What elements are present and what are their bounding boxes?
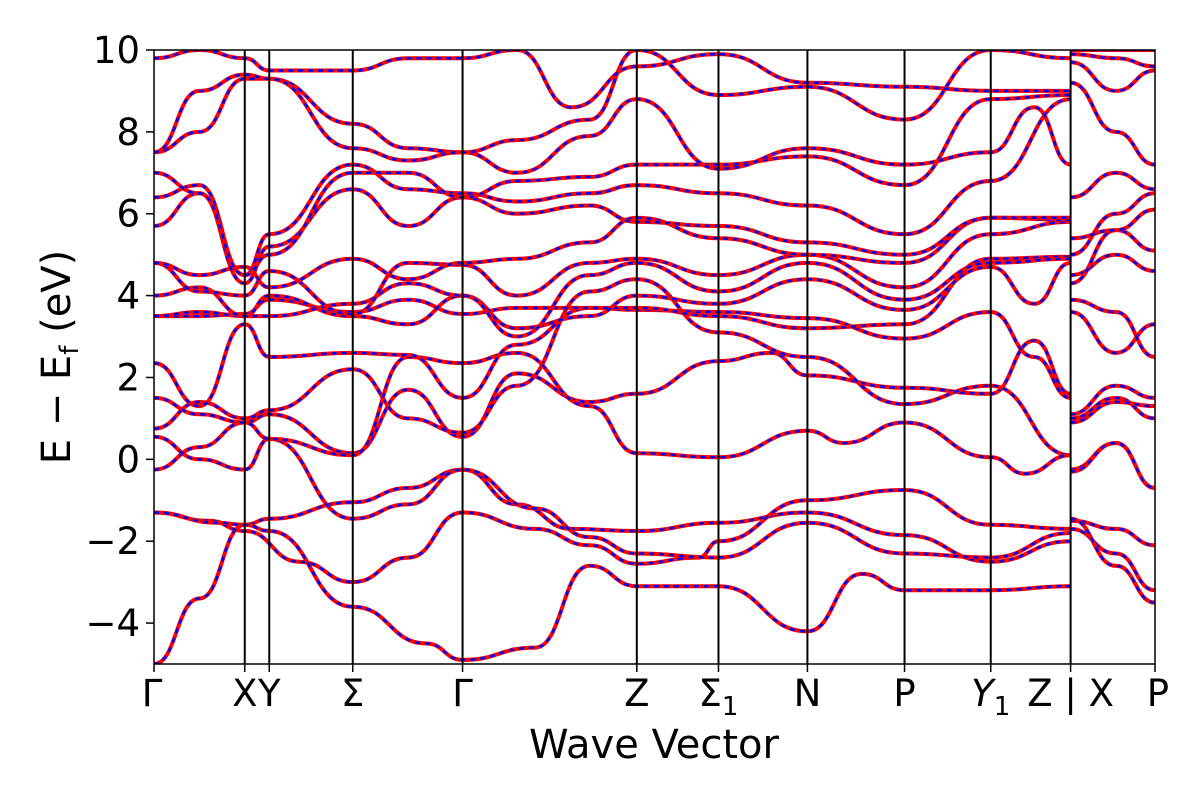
x-tick-label-8: P <box>893 672 915 715</box>
x-axis-ticks: Γ X Y Σ Γ Z Σ1 N P Y1 Z | X P <box>142 664 1169 722</box>
y-axis-label: E − Ef (eV) <box>34 250 85 465</box>
x-tick-label-10: Z | X <box>1027 672 1114 715</box>
band-spin-up-15 <box>154 81 1155 277</box>
x-tick-label-3: Σ <box>341 672 364 715</box>
band-spin-down-16 <box>154 60 1155 175</box>
plot-frame <box>153 49 1156 665</box>
band-spin-down-11 <box>154 219 1155 317</box>
band-spin-up-2 <box>154 511 1155 662</box>
band-spin-up-5 <box>154 277 1155 490</box>
band-spin-up-0 <box>154 468 1155 664</box>
band-spin-up-16 <box>154 61 1155 175</box>
x-tick-label-6: Σ1 <box>699 672 739 722</box>
x-tick-label-0: Γ <box>142 672 163 715</box>
x-tick-label-9: Y1 <box>971 672 1010 722</box>
band-spin-down-3 <box>154 338 1155 472</box>
band-spin-up-1 <box>154 488 1155 592</box>
band-spin-up-11 <box>154 220 1155 316</box>
y-tick-label-1: 8 <box>116 111 140 154</box>
x-tick-label-5: Z <box>624 672 649 715</box>
x-tick-label-11: P <box>1147 672 1169 715</box>
y-tick-label-5: 0 <box>116 438 140 481</box>
x-tick-label-4: Γ <box>452 672 473 715</box>
y-axis-label-unit: (eV) <box>34 250 80 346</box>
x-tick-label-2: Y <box>257 672 281 715</box>
band-spin-down-2 <box>154 510 1155 662</box>
x-tick-label-7: N <box>794 672 822 715</box>
band-spin-up-13 <box>154 187 1155 285</box>
band-spin-up-12 <box>154 192 1155 289</box>
y-tick-label-7: −4 <box>85 602 140 645</box>
band-spin-up-3 <box>154 339 1155 471</box>
band-lines <box>154 50 1155 664</box>
band-spin-up-6 <box>154 351 1155 475</box>
band-spin-up-17 <box>154 50 1155 162</box>
y-tick-label-0: 10 <box>93 29 140 72</box>
band-spin-up-7 <box>154 306 1155 416</box>
band-spin-up-10 <box>154 253 1155 338</box>
band-spin-down-14 <box>154 97 1155 278</box>
band-spin-up-14 <box>154 97 1155 277</box>
y-tick-label-3: 4 <box>116 275 140 318</box>
band-spin-down-1 <box>154 487 1155 593</box>
y-axis-ticks: 10 8 6 4 2 0 −2 −4 <box>85 29 154 645</box>
y-tick-label-2: 6 <box>116 193 140 236</box>
band-spin-down-6 <box>154 350 1155 476</box>
y-tick-label-6: −2 <box>85 520 140 563</box>
band-spin-down-13 <box>154 187 1155 286</box>
y-axis-label-sub: f <box>55 345 85 355</box>
band-spin-down-0 <box>154 467 1155 664</box>
band-spin-up-18 <box>154 50 1155 109</box>
x-tick-label-1: X <box>232 672 257 715</box>
y-axis-label-main: E − E <box>34 355 80 465</box>
x-axis-label: Wave Vector <box>529 722 780 768</box>
y-tick-label-4: 2 <box>116 356 140 399</box>
high-symmetry-lines <box>243 50 1072 664</box>
